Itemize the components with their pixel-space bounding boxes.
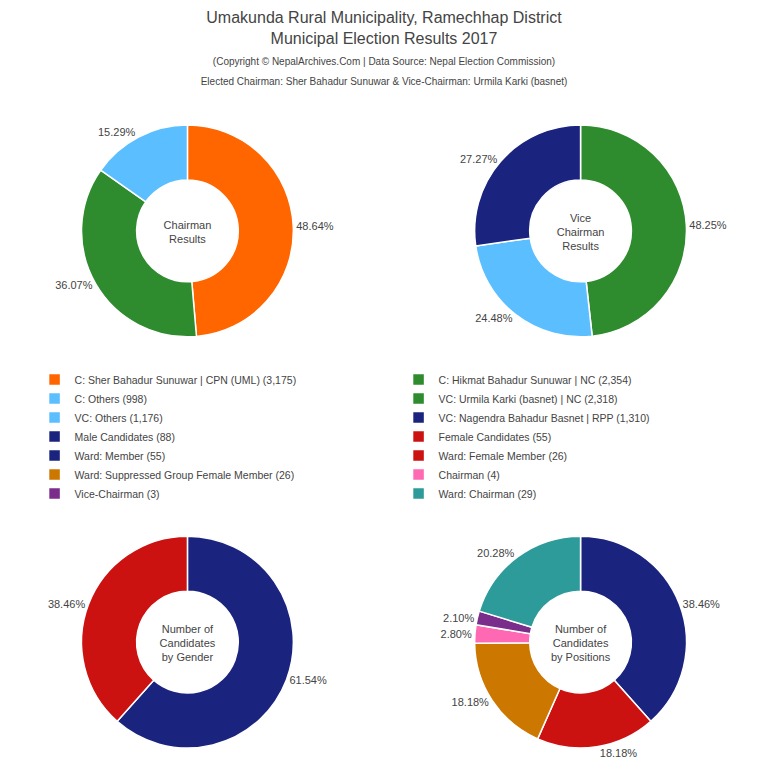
svg-text:ViceChairmanResults: ViceChairmanResults — [557, 212, 605, 253]
svg-text:2.80%: 2.80% — [441, 628, 472, 640]
svg-text:61.54%: 61.54% — [289, 674, 327, 686]
svg-text:38.46%: 38.46% — [683, 598, 721, 610]
svg-text:Ward: Female Member (26): Ward: Female Member (26) — [439, 450, 568, 462]
svg-text:24.48%: 24.48% — [475, 312, 513, 324]
svg-text:Ward: Chairman (29): Ward: Chairman (29) — [439, 488, 537, 500]
svg-text:Ward: Member (55): Ward: Member (55) — [75, 450, 166, 462]
svg-text:48.64%: 48.64% — [296, 220, 334, 232]
svg-text:36.07%: 36.07% — [55, 279, 93, 291]
svg-text:Chairman (4): Chairman (4) — [439, 469, 500, 481]
svg-text:VC: Others (1,176): VC: Others (1,176) — [75, 412, 163, 424]
svg-text:Male Candidates (88): Male Candidates (88) — [75, 431, 175, 443]
svg-text:Vice-Chairman (3): Vice-Chairman (3) — [75, 488, 160, 500]
svg-text:20.28%: 20.28% — [477, 547, 515, 559]
svg-text:48.25%: 48.25% — [689, 219, 727, 231]
svg-text:27.27%: 27.27% — [460, 153, 498, 165]
svg-text:VC: Nagendra Bahadur Basnet |: VC: Nagendra Bahadur Basnet | RPP (1,310… — [439, 412, 650, 424]
svg-text:ChairmanResults: ChairmanResults — [164, 219, 212, 245]
svg-text:Number ofCandidatesby Gender: Number ofCandidatesby Gender — [160, 623, 216, 664]
svg-text:VC: Urmila Karki (basnet) | NC: VC: Urmila Karki (basnet) | NC (2,318) — [439, 393, 618, 405]
svg-text:Female Candidates (55): Female Candidates (55) — [439, 431, 552, 443]
svg-text:38.46%: 38.46% — [48, 598, 86, 610]
svg-text:C: Sher Bahadur Sunuwar | CPN: C: Sher Bahadur Sunuwar | CPN (UML) (3,1… — [75, 374, 297, 386]
svg-text:Umakunda Rural Municipality, R: Umakunda Rural Municipality, Ramechhap D… — [201, 9, 568, 87]
svg-text:18.18%: 18.18% — [600, 747, 638, 759]
svg-text:Ward: Suppressed Group Female: Ward: Suppressed Group Female Member (26… — [75, 469, 295, 481]
svg-text:2.10%: 2.10% — [443, 612, 474, 624]
svg-text:C: Hikmat Bahadur Sunuwar | NC: C: Hikmat Bahadur Sunuwar | NC (2,354) — [439, 374, 632, 386]
svg-text:C: Others (998): C: Others (998) — [75, 393, 147, 405]
svg-text:18.18%: 18.18% — [452, 696, 490, 708]
svg-text:15.29%: 15.29% — [98, 126, 136, 138]
svg-text:Number ofCandidatesby Position: Number ofCandidatesby Positions — [551, 623, 611, 664]
